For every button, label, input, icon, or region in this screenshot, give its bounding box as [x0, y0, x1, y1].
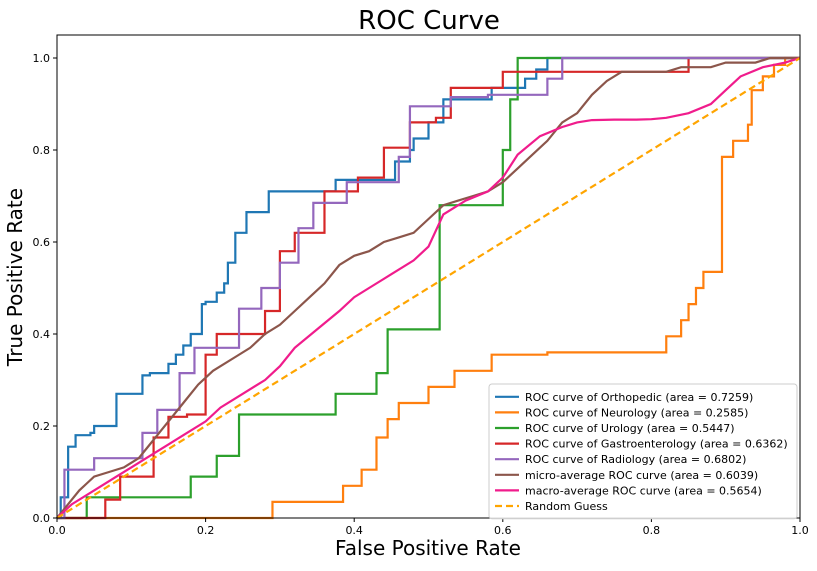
legend-entry: micro-average ROC curve (area = 0.6039) [525, 469, 758, 482]
series-line-3 [57, 56, 800, 520]
x-tick-label: 0.8 [643, 524, 661, 537]
x-axis-ticks: 0.0 0.2 0.4 0.6 0.8 1.0 [48, 518, 809, 537]
y-axis-label: True Positive Rate [3, 188, 27, 367]
series-line-1 [57, 56, 800, 520]
legend-entry: ROC curve of Neurology (area = 0.2585) [525, 406, 748, 419]
legend-entry: ROC curve of Gastroenterology (area = 0.… [525, 438, 788, 451]
x-tick-label: 0.6 [494, 524, 512, 537]
series-line-7 [56, 57, 801, 519]
legend: ROC curve of Orthopedic (area = 0.7259) R… [488, 383, 798, 520]
legend-box [488, 383, 798, 520]
series-line-6 [56, 56, 801, 519]
legend-entry: ROC curve of Radiology (area = 0.6802) [525, 453, 746, 466]
plot-frame [56, 34, 801, 519]
legend-entry: ROC curve of Urology (area = 0.5447) [525, 422, 735, 435]
chart-title: ROC Curve [358, 6, 500, 36]
x-tick-label: 0.2 [197, 524, 215, 537]
series-line-5 [56, 56, 800, 519]
x-axis-label: False Positive Rate [335, 536, 521, 560]
y-tick-label: 0.2 [33, 420, 51, 433]
y-tick-label: 0.6 [33, 236, 51, 249]
legend-entry: Random Guess [525, 500, 608, 513]
y-tick-label: 1.0 [33, 52, 51, 65]
series-line-2 [57, 56, 800, 520]
y-axis-ticks: 0.0 0.2 0.4 0.6 0.8 1.0 [33, 52, 57, 525]
legend-entry: ROC curve of Orthopedic (area = 0.7259) [525, 391, 753, 404]
series-layer [56, 56, 801, 520]
x-tick-label: 0.4 [345, 524, 363, 537]
series-line-4 [57, 56, 800, 520]
y-tick-label: 0.4 [33, 328, 51, 341]
x-tick-label: 1.0 [791, 524, 809, 537]
y-tick-label: 0.8 [33, 144, 51, 157]
y-tick-label: 0.0 [33, 512, 51, 525]
legend-entry: macro-average ROC curve (area = 0.5654) [525, 484, 762, 497]
x-tick-label: 0.0 [48, 524, 66, 537]
